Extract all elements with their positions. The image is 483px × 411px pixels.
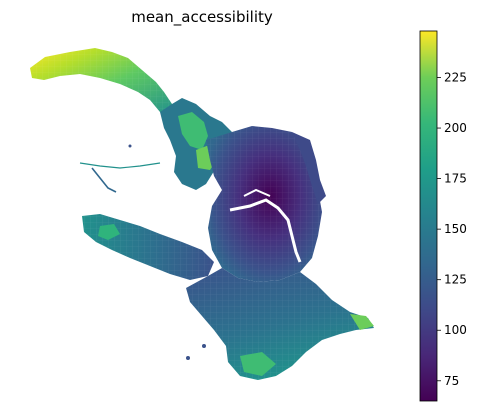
north-green-zone bbox=[178, 112, 208, 150]
colorbar-tick-label: 150 bbox=[444, 222, 467, 236]
dam-line bbox=[79, 162, 161, 169]
southern-green-patch bbox=[240, 352, 276, 376]
colorbar-tick-label: 100 bbox=[444, 323, 467, 337]
colorbar-ticks: 75 100 125 150 175 200 225 bbox=[437, 71, 467, 388]
northeast-district bbox=[292, 132, 326, 204]
map-title: mean_accessibility bbox=[131, 8, 273, 26]
colorbar-tick-label: 175 bbox=[444, 172, 467, 186]
colorbar-tick-label: 125 bbox=[444, 273, 467, 287]
southeast-green-patch bbox=[350, 314, 374, 330]
colorbar-gradient bbox=[419, 30, 438, 402]
western-green-patch bbox=[98, 224, 120, 240]
colorbar-tick-label: 200 bbox=[444, 121, 467, 135]
river bbox=[229, 198, 302, 263]
colorbar-tick-label: 75 bbox=[444, 374, 459, 388]
colorbar-tick-label: 225 bbox=[444, 71, 467, 85]
